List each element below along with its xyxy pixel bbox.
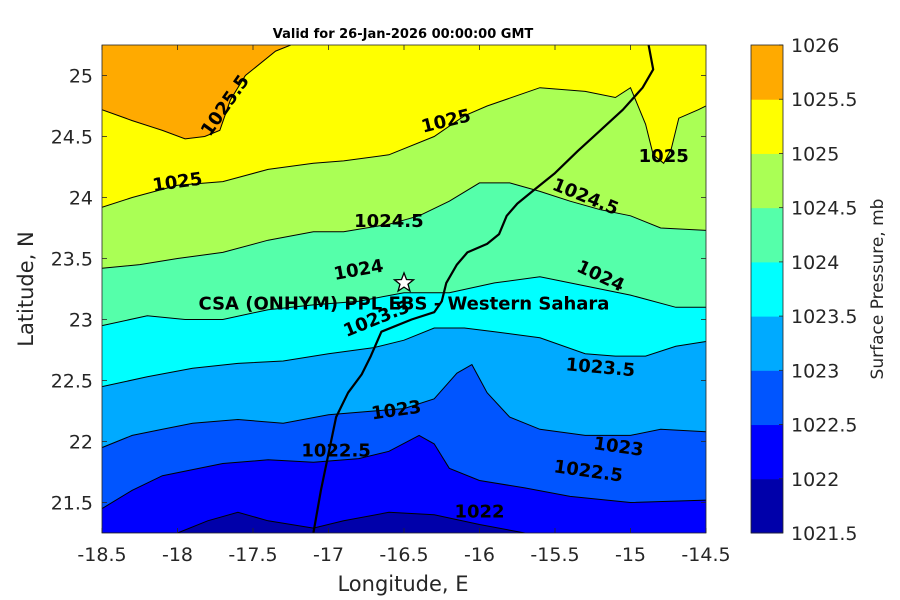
colorbar-tick-label: 1025 <box>791 143 839 165</box>
contour-line-1023 <box>102 363 706 449</box>
contour-line-1022.5 <box>102 434 706 510</box>
x-tick-label: -15.5 <box>530 544 579 566</box>
colorbar-swatch-1024 <box>751 207 783 263</box>
contour-lines <box>102 45 706 533</box>
coastline <box>312 45 655 533</box>
contour-line-1024.5 <box>102 182 706 269</box>
x-tick-label: -18 <box>162 544 193 566</box>
colorbar-tick-label: 1022 <box>791 469 839 491</box>
colorbar-swatch-1021.5 <box>751 478 783 534</box>
colorbar-swatch-1022 <box>751 424 783 480</box>
colorbar-tick-label: 1024.5 <box>791 198 857 220</box>
colorbar-tick-label: 1021.5 <box>791 523 857 545</box>
x-tick-label: -15 <box>615 544 646 566</box>
colorbar-tick-label: 1023.5 <box>791 306 857 328</box>
colorbar-swatch-1025.5 <box>751 45 783 100</box>
colorbar-tick-label: 1026 <box>791 35 839 57</box>
y-tick-label: 22.5 <box>51 371 93 393</box>
y-tick-label: 23.5 <box>51 249 93 271</box>
x-tick-label: -16.5 <box>379 544 428 566</box>
colorbar-swatch-1025 <box>751 99 783 154</box>
contour-line-1025 <box>102 86 706 208</box>
contour-line-1023.5 <box>102 327 706 388</box>
colorbar-tick-label: 1025.5 <box>791 89 857 111</box>
site-star-marker <box>392 271 416 293</box>
contour-line-1024 <box>102 276 706 327</box>
contour-label: 1024.5 <box>354 211 423 232</box>
y-tick-label: 24 <box>69 188 93 210</box>
site-label: CSA (ONHYM) PPL EBS - Western Sahara <box>199 294 610 315</box>
y-tick-label: 22 <box>69 432 93 454</box>
colorbar-tick-label: 1024 <box>791 252 839 274</box>
colorbar-frame <box>750 44 784 534</box>
y-axis-label: Latitude, N <box>14 231 38 347</box>
x-tick-label: -16 <box>464 544 495 566</box>
colorbar-swatch-1024.5 <box>751 153 783 209</box>
colorbar: 1021.5 1022 1022.5 1023 1023.5 1024 1024.5 1025… <box>750 35 857 545</box>
band-1025.5-1026 <box>102 45 291 139</box>
x-tick-label: -17.5 <box>228 544 277 566</box>
colorbar-label: Surface Pressure, mb <box>868 199 888 380</box>
colorbar-swatch-1023.5 <box>751 261 783 317</box>
x-tick-label: -18.5 <box>77 544 126 566</box>
x-tick-label: -17 <box>313 544 344 566</box>
colorbar-tick-label: 1023 <box>791 360 839 382</box>
colorbar-swatch-1023 <box>751 316 783 371</box>
filled-bands <box>102 45 706 533</box>
contour-label: 1022.5 <box>301 440 370 461</box>
y-tick-label: 23 <box>69 310 93 332</box>
chart-title: Valid for 26-Jan-2026 00:00:00 GMT <box>273 27 534 42</box>
y-axis: 21.5 22 22.5 23 23.5 24 24.5 25 <box>51 66 706 515</box>
x-axis-label: Longitude, E <box>337 572 468 596</box>
x-axis: -18.5 -18 -17.5 -17 -16.5 -16 -15.5 -15 -14.5 <box>77 45 731 566</box>
contour-label: 1025 <box>639 146 689 167</box>
y-tick-label: 25 <box>69 66 93 88</box>
colorbar-swatch-1022.5 <box>751 370 783 426</box>
contour-line-1025.5 <box>102 45 291 140</box>
y-tick-label: 21.5 <box>51 493 93 515</box>
band-1025-1025.5 <box>102 45 706 208</box>
colorbar-tick-label: 1022.5 <box>791 415 857 437</box>
y-tick-label: 24.5 <box>51 127 93 149</box>
x-tick-label: -14.5 <box>681 544 730 566</box>
contour-label: 1022 <box>454 501 504 522</box>
